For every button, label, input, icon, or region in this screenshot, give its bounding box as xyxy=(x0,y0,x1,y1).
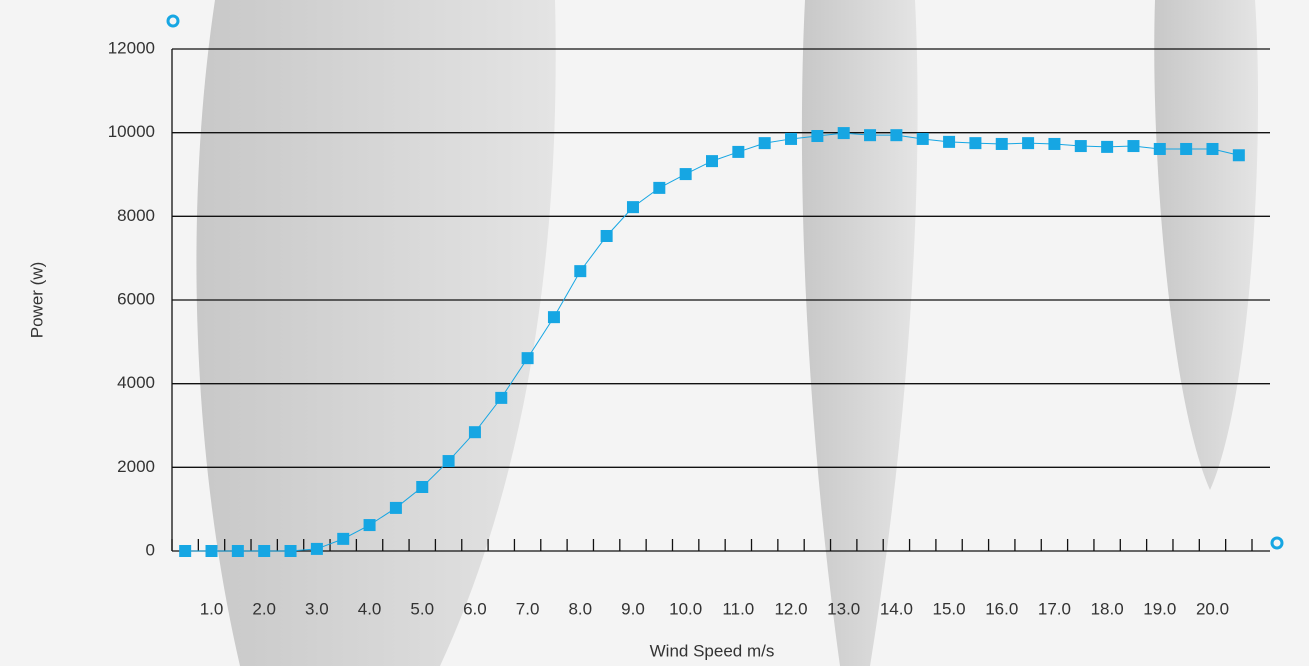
point xyxy=(969,137,982,150)
x-tick-label: 13.0 xyxy=(827,599,860,618)
x-axis-label: Wind Speed m/s xyxy=(650,641,775,660)
point xyxy=(1022,137,1035,150)
point xyxy=(284,545,297,557)
point xyxy=(732,145,745,158)
x-tick-label: 8.0 xyxy=(568,599,592,618)
point xyxy=(521,352,534,365)
point xyxy=(258,545,271,557)
point xyxy=(1180,142,1193,155)
x-tick-label: 5.0 xyxy=(410,599,434,618)
point xyxy=(547,311,560,324)
y-tick-label: 8000 xyxy=(117,206,155,225)
point xyxy=(1048,137,1061,150)
point xyxy=(679,168,692,181)
blade xyxy=(801,0,918,666)
point xyxy=(1127,140,1140,153)
point xyxy=(574,265,587,278)
point xyxy=(310,542,323,555)
point xyxy=(442,455,455,468)
point xyxy=(1153,142,1166,155)
x-tick-label: 1.0 xyxy=(200,599,224,618)
point xyxy=(179,545,192,557)
point xyxy=(811,130,824,143)
blade xyxy=(1154,0,1258,490)
y-axis-label: Power (w) xyxy=(27,262,46,339)
point xyxy=(416,480,429,493)
point xyxy=(1101,140,1114,153)
y-tick-label: 4000 xyxy=(117,373,155,392)
x-tick-label: 3.0 xyxy=(305,599,329,618)
x-tick-label: 19.0 xyxy=(1143,599,1176,618)
blade xyxy=(196,0,556,666)
x-tick-label: 14.0 xyxy=(880,599,913,618)
x-tick-label: 12.0 xyxy=(774,599,807,618)
point xyxy=(600,229,613,242)
x-tick-label: 4.0 xyxy=(358,599,382,618)
y-tick-label: 2000 xyxy=(117,457,155,476)
point xyxy=(785,132,798,145)
x-tick-label: 6.0 xyxy=(463,599,487,618)
y-tick-label: 12000 xyxy=(108,38,155,57)
point xyxy=(1232,149,1245,162)
point xyxy=(205,545,218,557)
axis-icon xyxy=(166,14,180,28)
axis-icon xyxy=(1270,536,1284,550)
point xyxy=(495,391,508,404)
y-tick-label: 6000 xyxy=(117,289,155,308)
point xyxy=(337,532,350,545)
point xyxy=(363,519,376,532)
x-tick-label: 15.0 xyxy=(933,599,966,618)
point xyxy=(1074,140,1087,153)
point xyxy=(468,426,481,439)
y-tick-label: 10000 xyxy=(108,122,155,141)
x-tick-label: 7.0 xyxy=(516,599,540,618)
y-tick-label: 0 xyxy=(146,540,155,559)
point xyxy=(758,137,771,150)
x-tick-label: 9.0 xyxy=(621,599,645,618)
point xyxy=(653,181,666,194)
point xyxy=(389,501,402,514)
point xyxy=(1206,142,1219,155)
x-tick-label: 17.0 xyxy=(1038,599,1071,618)
point xyxy=(837,127,850,140)
point xyxy=(890,129,903,142)
x-tick-label: 18.0 xyxy=(1091,599,1124,618)
x-tick-label: 2.0 xyxy=(252,599,276,618)
x-tick-label: 16.0 xyxy=(985,599,1018,618)
point xyxy=(231,545,244,557)
x-tick-label: 20.0 xyxy=(1196,599,1229,618)
point xyxy=(943,135,956,148)
x-tick-label: 11.0 xyxy=(722,599,754,618)
x-tick-label: 10.0 xyxy=(669,599,702,618)
point xyxy=(706,155,718,168)
point xyxy=(864,129,877,142)
point xyxy=(995,137,1008,150)
point xyxy=(626,201,639,214)
point xyxy=(916,132,929,145)
